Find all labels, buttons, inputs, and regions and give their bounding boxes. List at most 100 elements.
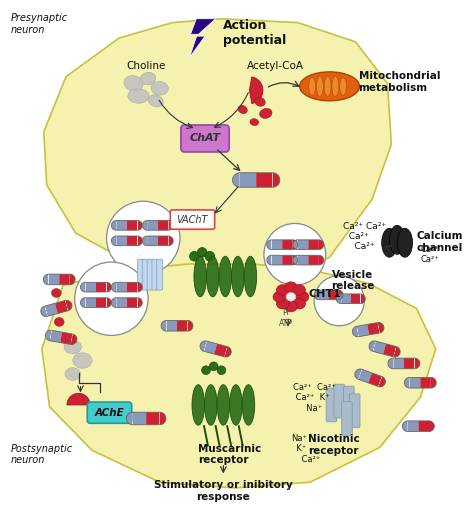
Polygon shape: [233, 173, 256, 187]
Ellipse shape: [73, 353, 92, 368]
Polygon shape: [256, 173, 280, 187]
Ellipse shape: [276, 285, 289, 295]
Ellipse shape: [219, 256, 232, 297]
Ellipse shape: [128, 89, 149, 103]
Polygon shape: [44, 19, 392, 285]
Text: AChE: AChE: [95, 408, 124, 418]
Ellipse shape: [217, 385, 229, 425]
Polygon shape: [214, 344, 231, 357]
Text: Ca²⁺  Ca²⁺
 Ca²⁺  K⁺
     Na⁺: Ca²⁺ Ca²⁺ Ca²⁺ K⁺ Na⁺: [293, 383, 336, 413]
Polygon shape: [337, 294, 351, 304]
Polygon shape: [142, 221, 158, 230]
Ellipse shape: [286, 292, 296, 301]
Polygon shape: [177, 321, 193, 331]
Polygon shape: [190, 19, 216, 58]
Ellipse shape: [124, 76, 143, 91]
Ellipse shape: [332, 76, 339, 96]
Polygon shape: [282, 240, 298, 249]
Polygon shape: [81, 282, 96, 292]
Polygon shape: [352, 324, 369, 337]
Ellipse shape: [382, 228, 397, 257]
Ellipse shape: [64, 340, 82, 354]
Circle shape: [75, 262, 148, 335]
FancyBboxPatch shape: [152, 259, 158, 290]
Polygon shape: [111, 236, 127, 245]
Text: Calcium
channel: Calcium channel: [417, 231, 463, 253]
Polygon shape: [328, 290, 343, 299]
Polygon shape: [81, 298, 96, 308]
Ellipse shape: [309, 77, 316, 95]
Polygon shape: [420, 377, 436, 388]
Polygon shape: [368, 373, 385, 387]
Ellipse shape: [250, 119, 259, 125]
Polygon shape: [404, 377, 420, 388]
Polygon shape: [419, 421, 434, 431]
FancyBboxPatch shape: [344, 386, 354, 420]
Circle shape: [107, 201, 180, 275]
Text: Mitochondrial
metabolism: Mitochondrial metabolism: [358, 71, 440, 92]
Circle shape: [190, 251, 199, 261]
Ellipse shape: [317, 76, 323, 96]
Text: CHT1: CHT1: [308, 289, 341, 299]
Ellipse shape: [65, 368, 81, 380]
Text: Choline: Choline: [127, 61, 166, 71]
Polygon shape: [127, 282, 142, 292]
Polygon shape: [282, 256, 298, 265]
FancyBboxPatch shape: [170, 210, 215, 229]
FancyBboxPatch shape: [87, 402, 132, 423]
Polygon shape: [367, 323, 384, 335]
Polygon shape: [314, 290, 328, 299]
Ellipse shape: [244, 256, 257, 297]
Ellipse shape: [52, 289, 61, 297]
Text: VAChT: VAChT: [177, 215, 208, 225]
Polygon shape: [96, 282, 111, 292]
Polygon shape: [55, 300, 72, 314]
Circle shape: [201, 366, 210, 375]
Polygon shape: [111, 221, 127, 230]
Ellipse shape: [285, 282, 297, 292]
Ellipse shape: [194, 256, 207, 297]
Wedge shape: [249, 77, 263, 104]
Polygon shape: [127, 236, 142, 245]
Polygon shape: [42, 264, 436, 488]
Circle shape: [210, 362, 218, 371]
Ellipse shape: [140, 72, 156, 85]
Ellipse shape: [324, 76, 331, 96]
Ellipse shape: [340, 77, 346, 95]
Polygon shape: [293, 256, 308, 265]
Polygon shape: [369, 341, 386, 354]
Polygon shape: [111, 298, 127, 308]
Ellipse shape: [397, 228, 412, 257]
Polygon shape: [383, 344, 400, 357]
Circle shape: [314, 276, 365, 326]
Polygon shape: [355, 369, 372, 383]
Ellipse shape: [229, 385, 242, 425]
FancyBboxPatch shape: [137, 259, 143, 290]
Text: Nicotinic
receptor: Nicotinic receptor: [308, 434, 359, 456]
FancyBboxPatch shape: [342, 401, 352, 435]
Polygon shape: [43, 274, 59, 285]
Polygon shape: [158, 221, 173, 230]
Polygon shape: [308, 240, 324, 249]
Polygon shape: [127, 298, 142, 308]
Ellipse shape: [293, 298, 305, 309]
FancyBboxPatch shape: [334, 384, 345, 418]
Polygon shape: [41, 304, 58, 317]
Polygon shape: [351, 294, 365, 304]
Ellipse shape: [151, 81, 168, 95]
Ellipse shape: [192, 385, 205, 425]
Polygon shape: [267, 256, 282, 265]
Text: Postsynaptic
neuron: Postsynaptic neuron: [11, 443, 73, 465]
Polygon shape: [200, 341, 217, 354]
Ellipse shape: [296, 291, 309, 302]
Polygon shape: [111, 282, 127, 292]
FancyBboxPatch shape: [157, 259, 163, 290]
Polygon shape: [161, 321, 177, 331]
Polygon shape: [388, 358, 404, 369]
FancyBboxPatch shape: [142, 259, 148, 290]
Ellipse shape: [276, 298, 289, 309]
FancyBboxPatch shape: [326, 388, 337, 422]
Polygon shape: [293, 240, 308, 249]
Circle shape: [197, 247, 207, 257]
Circle shape: [217, 366, 226, 375]
